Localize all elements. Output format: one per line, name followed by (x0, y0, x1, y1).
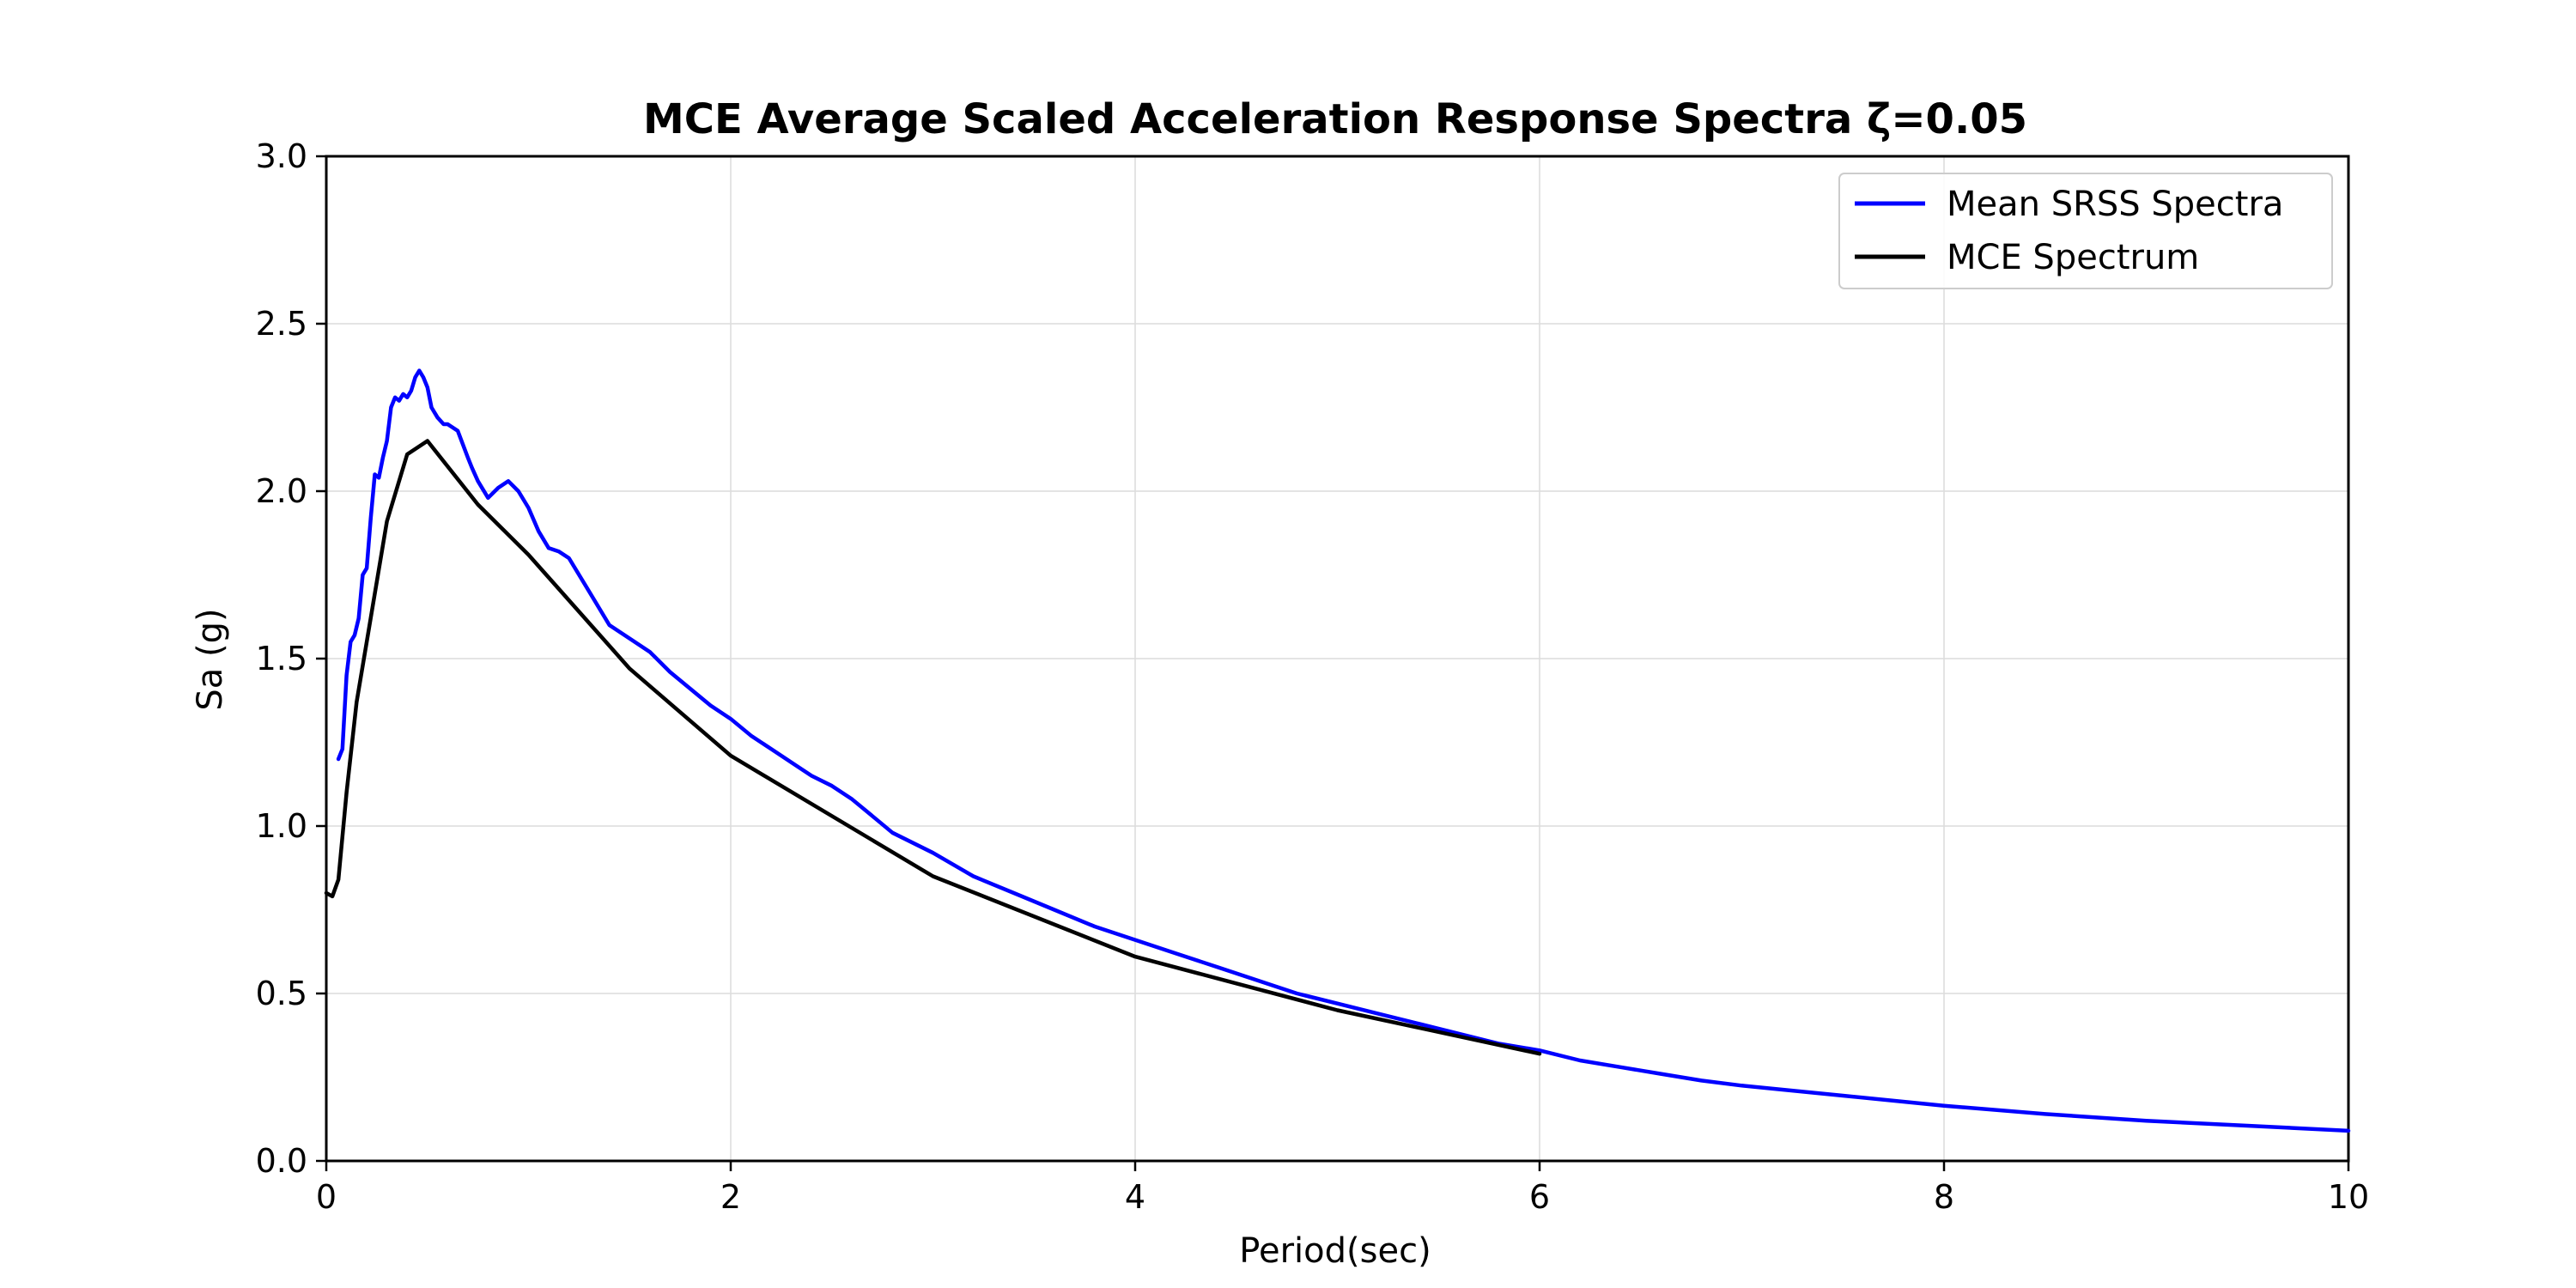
x-tick-label: 10 (2328, 1178, 2369, 1216)
axis-ticks: 0 2 4 6 8 10 0.0 0.5 1.0 1.5 2.0 2.5 3.0 (256, 137, 2370, 1216)
series-lines (324, 368, 2351, 1133)
y-tick-label: 1.5 (256, 640, 307, 677)
y-tick-label: 1.0 (256, 807, 307, 845)
x-axis-label: Period(sec) (1239, 1231, 1431, 1271)
x-tick-label: 4 (1125, 1178, 1145, 1216)
legend: Mean SRSS Spectra MCE Spectrum (1838, 173, 2333, 289)
legend-label: MCE Spectrum (1947, 238, 2199, 277)
legend-label: Mean SRSS Spectra (1947, 185, 2283, 224)
x-tick-label: 0 (316, 1178, 337, 1216)
x-tick-label: 8 (1934, 1178, 1954, 1216)
y-tick-label: 2.0 (256, 472, 307, 510)
y-tick-label: 2.5 (256, 305, 307, 343)
y-tick-label: 0.5 (256, 975, 307, 1012)
x-tick-label: 2 (720, 1178, 741, 1216)
legend-box (1838, 173, 2333, 289)
y-axis-label: Sa (g) (191, 608, 230, 710)
series-line-mce-spectrum (324, 439, 1542, 1056)
y-tick-label: 0.0 (256, 1142, 307, 1180)
series-line-mean-srss-spectra (336, 368, 2351, 1133)
x-tick-label: 6 (1529, 1178, 1550, 1216)
y-tick-label: 3.0 (256, 137, 307, 175)
chart-title: MCE Average Scaled Acceleration Response… (643, 95, 2027, 143)
